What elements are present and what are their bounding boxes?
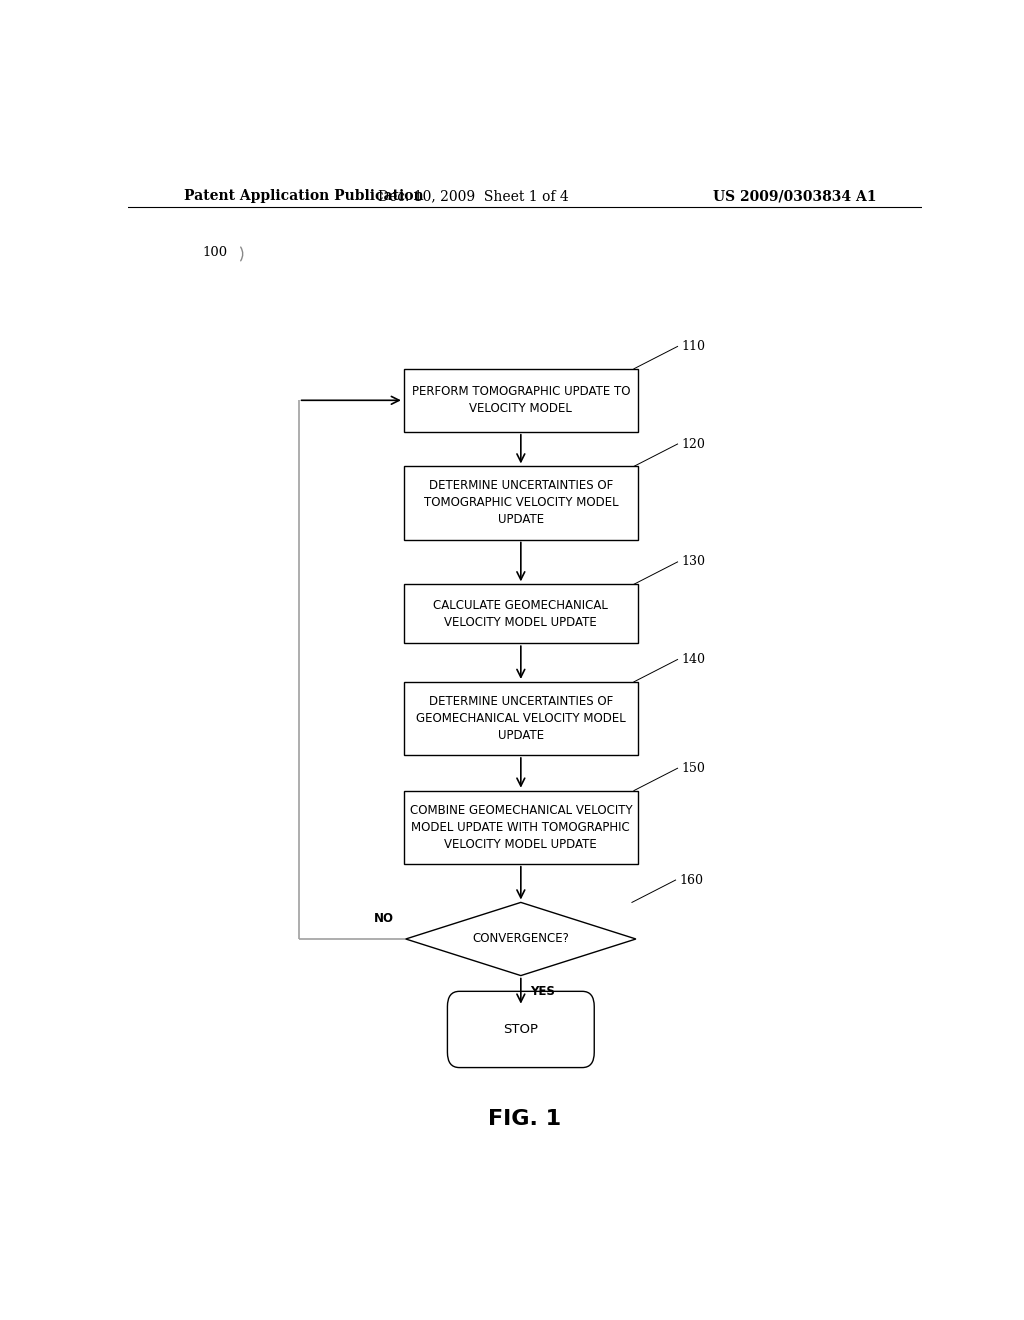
Text: Patent Application Publication: Patent Application Publication (183, 189, 423, 203)
Text: 120: 120 (682, 437, 706, 450)
Text: 160: 160 (680, 874, 703, 887)
Text: NO: NO (374, 912, 394, 925)
FancyBboxPatch shape (403, 682, 638, 755)
Polygon shape (406, 903, 636, 975)
Text: 100: 100 (202, 247, 227, 260)
FancyBboxPatch shape (403, 585, 638, 643)
Text: STOP: STOP (504, 1023, 539, 1036)
Text: Dec. 10, 2009  Sheet 1 of 4: Dec. 10, 2009 Sheet 1 of 4 (378, 189, 568, 203)
Text: 150: 150 (682, 762, 706, 775)
FancyBboxPatch shape (403, 791, 638, 863)
Text: US 2009/0303834 A1: US 2009/0303834 A1 (713, 189, 877, 203)
Text: 110: 110 (682, 341, 706, 352)
Text: DETERMINE UNCERTAINTIES OF
TOMOGRAPHIC VELOCITY MODEL
UPDATE: DETERMINE UNCERTAINTIES OF TOMOGRAPHIC V… (424, 479, 618, 527)
FancyBboxPatch shape (403, 466, 638, 540)
FancyBboxPatch shape (447, 991, 594, 1068)
Text: COMBINE GEOMECHANICAL VELOCITY
MODEL UPDATE WITH TOMOGRAPHIC
VELOCITY MODEL UPDA: COMBINE GEOMECHANICAL VELOCITY MODEL UPD… (410, 804, 632, 850)
Text: CONVERGENCE?: CONVERGENCE? (472, 932, 569, 945)
Text: PERFORM TOMOGRAPHIC UPDATE TO
VELOCITY MODEL: PERFORM TOMOGRAPHIC UPDATE TO VELOCITY M… (412, 385, 630, 416)
Text: 140: 140 (682, 653, 706, 667)
Text: FIG. 1: FIG. 1 (488, 1109, 561, 1129)
FancyBboxPatch shape (403, 368, 638, 432)
Text: 130: 130 (682, 556, 706, 569)
Text: CALCULATE GEOMECHANICAL
VELOCITY MODEL UPDATE: CALCULATE GEOMECHANICAL VELOCITY MODEL U… (433, 599, 608, 628)
Text: DETERMINE UNCERTAINTIES OF
GEOMECHANICAL VELOCITY MODEL
UPDATE: DETERMINE UNCERTAINTIES OF GEOMECHANICAL… (416, 694, 626, 742)
Text: YES: YES (530, 985, 555, 998)
